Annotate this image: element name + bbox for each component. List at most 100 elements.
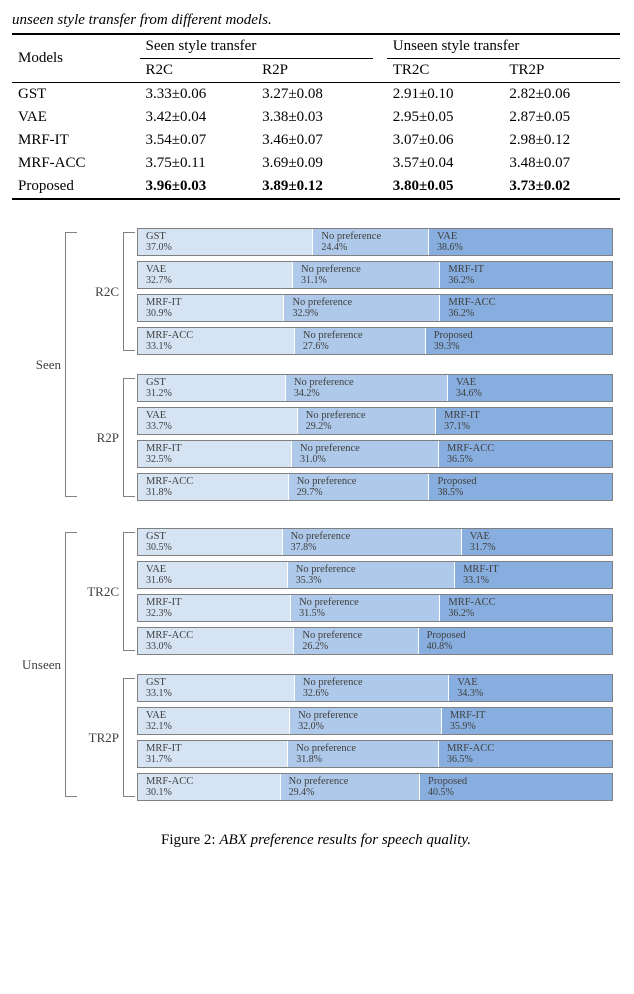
seg-label: GST — [146, 377, 166, 389]
seg-label: No preference — [297, 476, 357, 488]
seg-pct: 32.3% — [146, 608, 172, 619]
bar-segment: MRF-ACC36.2% — [440, 595, 612, 621]
bracket-outer — [65, 532, 77, 797]
bar-row: MRF-ACC33.0%No preference26.2%Proposed40… — [137, 627, 613, 655]
cell-tr2p: 2.87±0.05 — [503, 106, 620, 129]
cell-r2p: 3.46±0.07 — [256, 129, 373, 152]
seg-pct: 33.1% — [146, 341, 172, 352]
cell-model: VAE — [12, 106, 140, 129]
seg-pct: 40.5% — [428, 787, 454, 798]
fig-caption-prefix: Figure 2: — [161, 832, 219, 848]
cell-model: MRF-IT — [12, 129, 140, 152]
th-unseen: Unseen style transfer — [387, 34, 620, 59]
seg-pct: 38.6% — [437, 242, 463, 253]
bar-segment: VAE31.6% — [138, 562, 288, 588]
cell-model: GST — [12, 83, 140, 107]
seg-label: Proposed — [434, 330, 473, 342]
seg-label: No preference — [299, 597, 359, 609]
bar-segment: Proposed40.8% — [419, 628, 612, 654]
seg-label: No preference — [296, 564, 356, 576]
seg-pct: 27.6% — [303, 341, 329, 352]
seg-pct: 35.9% — [450, 721, 476, 732]
bar-segment: VAE34.3% — [449, 675, 612, 701]
seg-label: MRF-ACC — [447, 743, 494, 755]
bar-segment: No preference29.4% — [281, 774, 420, 800]
seg-pct: 33.1% — [463, 575, 489, 586]
bar-row: VAE32.7% No preference31.1%MRF-IT36.2% — [137, 261, 613, 289]
bar-row: MRF-IT30.9%No preference32.9%MRF-ACC36.2… — [137, 294, 613, 322]
seg-label: VAE — [146, 264, 166, 276]
seg-pct: 39.3% — [434, 341, 460, 352]
seg-label: MRF-ACC — [146, 630, 193, 642]
cell-tr2p: 3.73±0.02 — [503, 175, 620, 199]
seg-pct: 30.9% — [146, 308, 172, 319]
cell-tr2c: 2.91±0.10 — [387, 83, 504, 107]
bar-segment: No preference24.4% — [313, 229, 429, 255]
bar-segment: No preference35.3% — [288, 562, 455, 588]
seg-label: No preference — [303, 330, 363, 342]
bar-row: GST30.5%No preference37.8%VAE31.7% — [137, 528, 613, 556]
seg-label: GST — [146, 231, 166, 243]
seg-label: MRF-IT — [146, 743, 182, 755]
seg-label: No preference — [296, 743, 356, 755]
bar-segment: No preference31.0% — [292, 441, 439, 467]
bar-segment: No preference29.7% — [289, 474, 430, 500]
bar-segment: MRF-IT36.2% — [440, 262, 612, 288]
seg-label: No preference — [292, 297, 352, 309]
abx-figure: R2CR2PTR2CTR2PSeenUnseen GST37.0%No pref… — [12, 228, 620, 849]
cell-tr2c: 3.57±0.04 — [387, 152, 504, 175]
cell-r2c: 3.54±0.07 — [140, 129, 257, 152]
seg-label: MRF-IT — [450, 710, 486, 722]
seg-pct: 32.7% — [146, 275, 172, 286]
bar-row: VAE32.1%No preference32.0%MRF-IT35.9% — [137, 707, 613, 735]
seg-pct: 31.8% — [146, 487, 172, 498]
cell-r2p: 3.89±0.12 — [256, 175, 373, 199]
bar-row: MRF-IT31.7%No preference31.8%MRF-ACC36.5… — [137, 740, 613, 768]
th-r2c: R2C — [140, 59, 257, 83]
seg-label: MRF-IT — [146, 297, 182, 309]
seg-label: MRF-ACC — [448, 597, 495, 609]
cell-r2c: 3.42±0.04 — [140, 106, 257, 129]
seg-label: VAE — [470, 531, 490, 543]
bar-segment: No preference31.1% — [293, 262, 440, 288]
seg-label: VAE — [457, 677, 477, 689]
seg-label: MRF-ACC — [146, 476, 193, 488]
seg-pct: 34.6% — [456, 388, 482, 399]
th-models: Models — [12, 34, 140, 83]
bar-row: MRF-ACC30.1%No preference29.4%Proposed40… — [137, 773, 613, 801]
bracket-label-inner: TR2P — [89, 730, 121, 746]
bar-segment: GST37.0% — [138, 229, 313, 255]
cell-r2c: 3.33±0.06 — [140, 83, 257, 107]
seg-pct: 30.1% — [146, 787, 172, 798]
seg-label: MRF-ACC — [146, 330, 193, 342]
bar-segment: MRF-IT32.5% — [138, 441, 292, 467]
caption-top: unseen style transfer from different mod… — [12, 12, 622, 29]
seg-pct: 33.1% — [146, 688, 172, 699]
bar-segment: MRF-IT32.3% — [138, 595, 291, 621]
seg-label: MRF-ACC — [146, 776, 193, 788]
seg-label: Proposed — [427, 630, 466, 642]
bar-row: GST33.1%No preference32.6%VAE34.3% — [137, 674, 613, 702]
cell-tr2p: 3.48±0.07 — [503, 152, 620, 175]
bar-segment: MRF-IT30.9% — [138, 295, 284, 321]
bar-segment: MRF-ACC36.5% — [439, 741, 612, 767]
cell-r2c: 3.75±0.11 — [140, 152, 257, 175]
bar-segment: MRF-IT33.1% — [455, 562, 612, 588]
bar-segment: No preference32.9% — [284, 295, 440, 321]
seg-pct: 40.8% — [427, 641, 453, 652]
seg-pct: 31.2% — [146, 388, 172, 399]
bracket-outer — [65, 232, 77, 497]
seg-pct: 32.0% — [298, 721, 324, 732]
seg-label: VAE — [146, 410, 166, 422]
seg-pct: 37.1% — [444, 421, 470, 432]
seg-pct: 36.2% — [448, 275, 474, 286]
bar-segment: No preference34.2% — [286, 375, 448, 401]
seg-label: No preference — [298, 710, 358, 722]
th-tr2p: TR2P — [503, 59, 620, 83]
seg-pct: 33.0% — [146, 641, 172, 652]
bracket-label-inner: R2P — [97, 430, 121, 446]
seg-label: No preference — [289, 776, 349, 788]
seg-label: MRF-IT — [444, 410, 480, 422]
cell-tr2c: 3.07±0.06 — [387, 129, 504, 152]
bar-row: MRF-IT32.5%No preference31.0%MRF-ACC36.5… — [137, 440, 613, 468]
